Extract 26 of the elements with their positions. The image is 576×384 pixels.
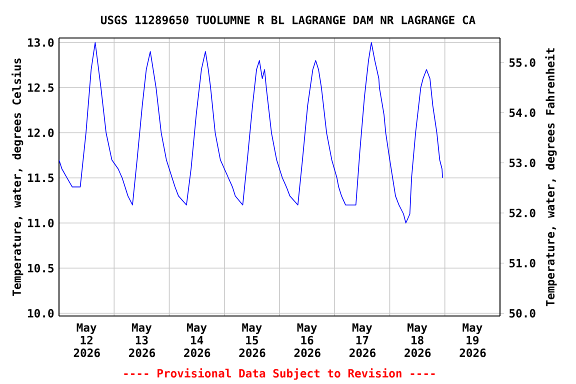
x-tick-label: May 14 2026 [184, 323, 210, 358]
y-tick-label: 12.0 [28, 128, 54, 138]
y2-tick-label: 50.0 [510, 308, 536, 318]
text: ---- Provisional Data Subject to Revision ---- [124, 368, 435, 380]
y2-tick-label: 51.0 [510, 258, 536, 268]
y2-tick-label: 53.0 [510, 158, 536, 168]
y-tick-label: 11.0 [28, 218, 54, 228]
x-tick-label: May 15 2026 [239, 323, 266, 358]
y-tick-label: 12.5 [28, 83, 54, 92]
y-axis-title: Temperature, water, degrees Celsius [12, 58, 24, 296]
y2-axis-title: Temperature, water, degrees Fahrenheit [545, 48, 557, 306]
line-series [59, 42, 443, 224]
y-tick-label: 11.5 [28, 174, 54, 182]
chart-title: USGS 11289650 TUOLUMNE R BL LAGRANGE DAM NR LAGRANGE CA [100, 16, 476, 24]
x-tick-label: May 19 2026 [460, 323, 486, 358]
x-tick-label: May 17 2026 [349, 323, 376, 358]
x-tick-label: May 16 2026 [294, 323, 320, 358]
y-tick-label: 10.5 [28, 264, 54, 272]
x-tick-label: May 12 2026 [74, 323, 100, 358]
x-tick-label: May 18 2026 [404, 323, 431, 358]
y2-tick-label: 55.0 [510, 58, 536, 67]
x-tick-label: May 13 2026 [128, 323, 156, 358]
y-tick-label: 10.0 [28, 309, 54, 318]
y-tick-label: 13.0 [28, 38, 54, 47]
y2-tick-label: 54.0 [510, 108, 536, 117]
y2-tick-label: 52.0 [510, 208, 536, 218]
